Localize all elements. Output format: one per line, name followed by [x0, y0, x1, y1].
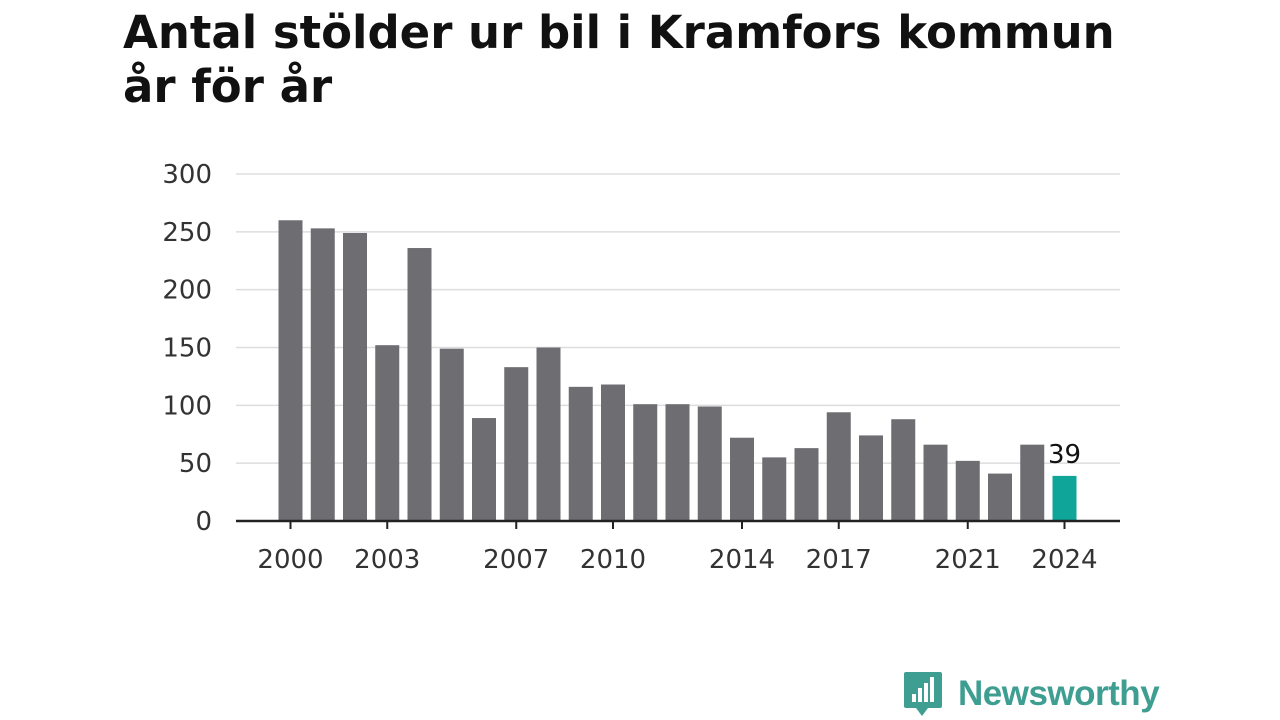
x-tick-label: 2014: [709, 545, 775, 575]
y-tick-label: 200: [162, 276, 212, 306]
bar: [923, 444, 948, 521]
bar: [826, 412, 851, 521]
y-tick-label: 50: [179, 449, 212, 479]
bar: [1020, 444, 1045, 521]
y-tick-label: 100: [162, 391, 212, 421]
bar: [343, 232, 367, 522]
bar: [762, 457, 787, 521]
bar: [504, 367, 529, 521]
bar: [730, 437, 754, 521]
y-tick-label: 150: [162, 334, 212, 364]
x-tick-label: 2010: [580, 545, 646, 575]
bar-highlight: [1052, 475, 1077, 521]
bar: [988, 473, 1012, 521]
x-tick-label: 2000: [257, 545, 323, 575]
x-tick-label: 2021: [935, 545, 1001, 575]
x-tick-label: 2017: [806, 545, 872, 575]
bar: [891, 419, 916, 521]
bar: [536, 347, 561, 521]
bar: [278, 220, 303, 521]
bar: [568, 386, 593, 521]
newsworthy-logo-icon: [904, 672, 942, 716]
x-tick-label: 2024: [1031, 545, 1097, 575]
y-tick-label: 0: [195, 507, 212, 537]
data-label: 39: [1048, 440, 1081, 470]
bar: [697, 406, 722, 521]
bar: [955, 460, 980, 521]
bar: [859, 435, 883, 521]
x-tick-label: 2007: [483, 545, 549, 575]
y-tick-label: 250: [162, 218, 212, 248]
y-tick-label: 300: [162, 160, 212, 190]
x-tick-label: 2003: [354, 545, 420, 575]
brand-name: Newsworthy: [958, 674, 1160, 713]
bar: [601, 384, 625, 521]
chart-title: Antal stölder ur bil i Kramfors kommun å…: [123, 6, 1115, 113]
bar: [439, 348, 464, 521]
bar: [375, 345, 400, 521]
bar: [633, 404, 658, 521]
bar: [310, 228, 335, 521]
bar: [665, 404, 690, 521]
newsworthy-logo: Newsworthy: [902, 670, 1160, 718]
bar: [794, 448, 819, 521]
bar: [407, 248, 432, 521]
bar: [472, 418, 496, 521]
